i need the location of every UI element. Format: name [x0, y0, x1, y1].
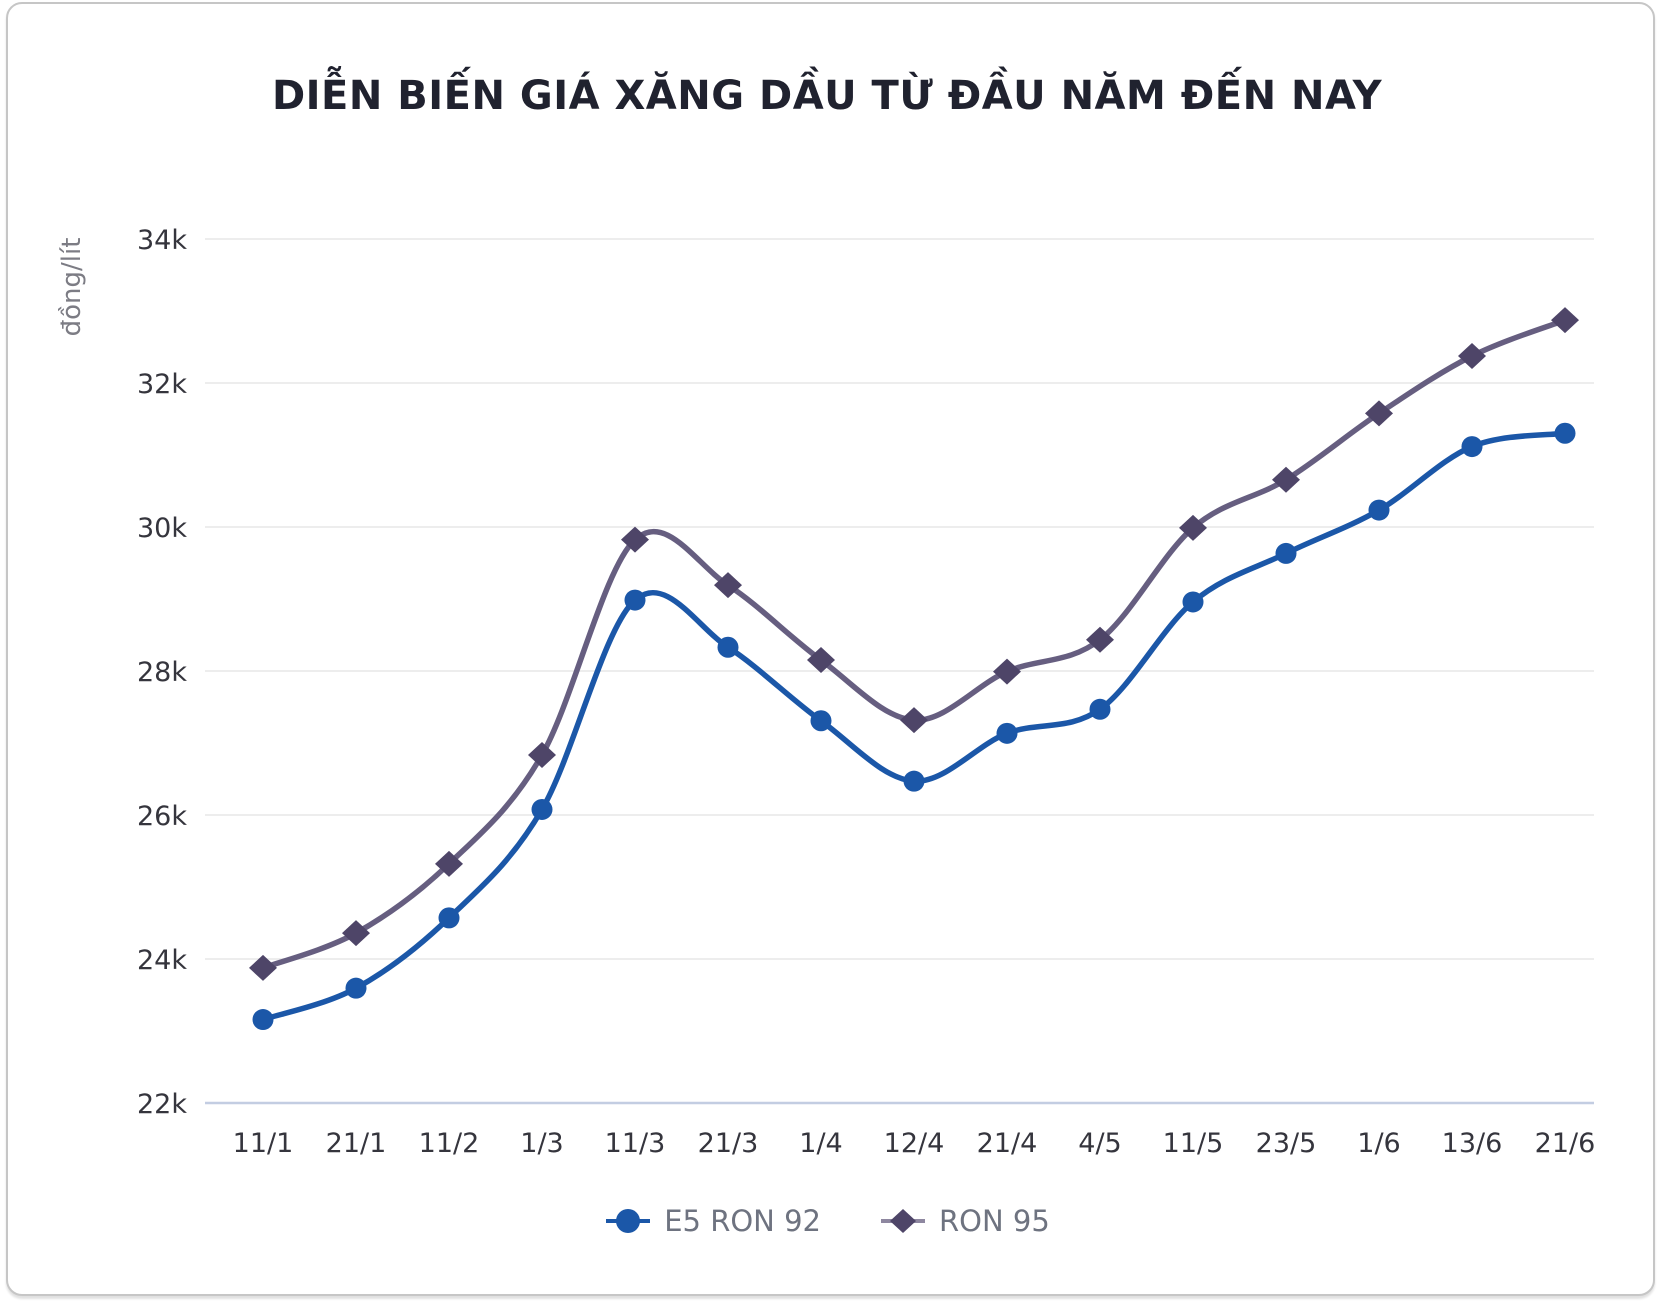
y-tick-label: 30k [137, 513, 187, 544]
e5-ron-92-point-13-6 [1461, 436, 1483, 458]
ron-95-point-11-2 [435, 850, 463, 877]
legend-item-e5-ron-92: E5 RON 92 [604, 1204, 821, 1238]
chart-card [6, 2, 1655, 1296]
ron-95-point-11-3 [621, 526, 649, 553]
x-tick-label: 21/4 [977, 1128, 1038, 1159]
ron-95-point-11-1 [249, 954, 277, 981]
ron-95-line [260, 317, 1568, 971]
legend-label-ron-95: RON 95 [938, 1204, 1050, 1238]
ron-95-point-11-5 [1179, 514, 1207, 541]
x-tick-label: 11/2 [419, 1128, 480, 1159]
x-tick-label: 23/5 [1256, 1128, 1317, 1159]
e5-ron-92-point-21-6 [1554, 422, 1576, 444]
ron-95-point-21-6 [1551, 307, 1579, 334]
e5-ron-92-point-11-1 [252, 1009, 274, 1031]
x-tick-label: 21/6 [1535, 1128, 1596, 1159]
e5-ron-92-point-23-5 [1275, 542, 1297, 564]
e5-ron-92-point-21-3 [717, 636, 739, 658]
e5-ron-92-circle-marker-icon [606, 1209, 651, 1233]
chart-legend: E5 RON 92 RON 95 [0, 1204, 1654, 1238]
ron-95-point-21-1 [342, 920, 370, 947]
ron-95-point-1-3 [528, 741, 556, 768]
ron-95-point-23-5 [1272, 466, 1300, 493]
y-tick-label: 22k [137, 1089, 187, 1120]
e5-ron-92-point-12-4 [903, 770, 925, 792]
ron-95-point-1-6 [1365, 400, 1393, 427]
e5-ron-92-point-1-3 [531, 798, 553, 820]
ron-95-point-21-4 [993, 658, 1021, 685]
y-tick-label: 34k [137, 225, 187, 256]
y-axis-title: đồng/lít [57, 238, 87, 337]
e5-ron-92-point-1-6 [1368, 499, 1390, 521]
e5-ron-92-point-1-4 [810, 710, 832, 732]
e5-ron-92-point-4-5 [1089, 698, 1111, 720]
x-tick-label: 11/3 [605, 1128, 666, 1159]
ron-95-point-13-6 [1458, 343, 1486, 369]
ron-95-point-1-4 [807, 646, 835, 673]
e5-ron-92-point-21-1 [345, 977, 367, 999]
e5-ron-92-line [260, 430, 1568, 1023]
ron-95-diamond-marker-icon [880, 1209, 925, 1233]
x-tick-label: 1/3 [520, 1128, 563, 1159]
ron-95-point-4-5 [1086, 626, 1114, 653]
e5-ron-92-point-21-4 [996, 722, 1018, 744]
y-tick-label: 28k [137, 657, 187, 688]
legend-label-e5-ron-92: E5 RON 92 [664, 1204, 821, 1238]
y-tick-label: 32k [137, 369, 187, 400]
x-tick-label: 11/5 [1163, 1128, 1224, 1159]
y-tick-label: 26k [137, 801, 187, 832]
ron-95-point-12-4 [900, 707, 928, 734]
e5-ron-92-point-11-5 [1182, 591, 1204, 613]
e5-ron-92-point-11-2 [438, 907, 460, 929]
x-tick-label: 13/6 [1442, 1128, 1503, 1159]
chart-title: DIỄN BIẾN GIÁ XĂNG DẦU TỪ ĐẦU NĂM ĐẾN NA… [271, 72, 1383, 119]
x-tick-label: 4/5 [1078, 1128, 1121, 1159]
e5-ron-92-point-11-3 [624, 589, 646, 611]
ron-95-point-21-3 [714, 572, 742, 599]
x-tick-label: 21/1 [326, 1128, 387, 1159]
x-tick-label: 1/4 [799, 1128, 842, 1159]
x-tick-label: 21/3 [698, 1128, 759, 1159]
x-tick-label: 1/6 [1357, 1128, 1400, 1159]
y-tick-label: 24k [137, 945, 187, 976]
legend-item-ron-95: RON 95 [879, 1204, 1050, 1238]
x-tick-label: 12/4 [884, 1128, 945, 1159]
x-tick-label: 11/1 [233, 1128, 294, 1159]
